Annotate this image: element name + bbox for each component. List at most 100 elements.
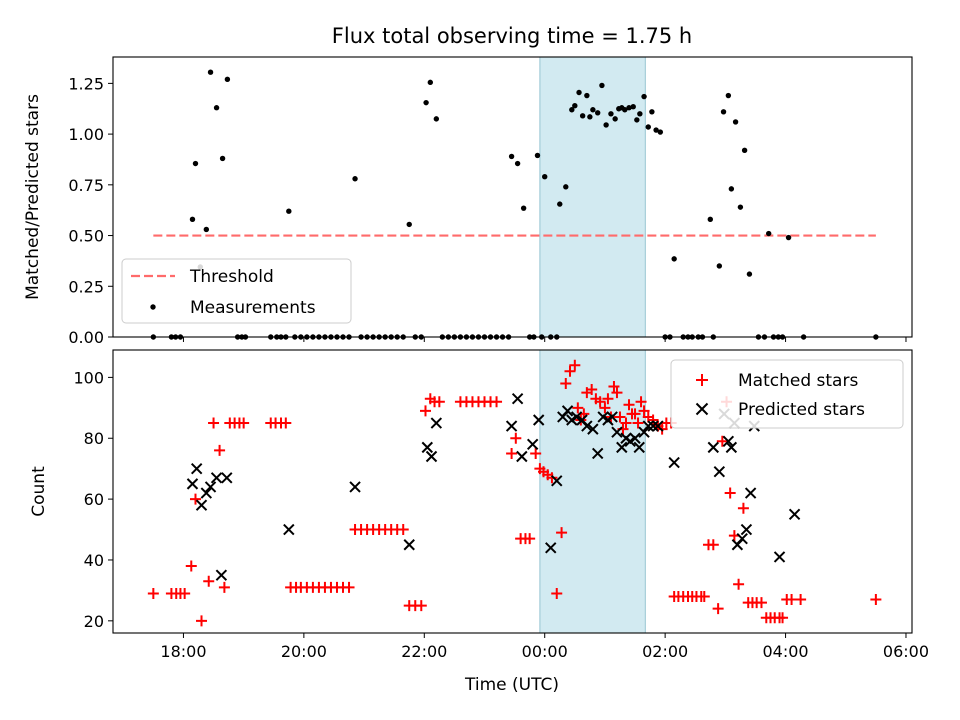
data-point — [603, 122, 609, 128]
data-point — [698, 590, 710, 602]
data-point — [647, 414, 659, 426]
data-point — [349, 481, 361, 493]
data-point — [652, 420, 664, 432]
data-point — [657, 129, 664, 135]
data-point — [524, 533, 536, 545]
data-point — [777, 612, 789, 624]
data-point — [397, 524, 409, 536]
data-point — [788, 508, 801, 521]
data-point — [773, 551, 786, 563]
data-point — [419, 405, 431, 417]
data-point — [343, 581, 355, 593]
data-point — [280, 417, 292, 429]
data-point — [286, 208, 292, 214]
data-point — [185, 560, 197, 572]
data-point — [218, 581, 230, 593]
y-tick-label: 1.00 — [68, 125, 104, 144]
data-point — [546, 472, 558, 484]
data-point — [213, 105, 220, 111]
data-point — [744, 487, 757, 499]
data-point — [671, 256, 677, 262]
data-point — [594, 396, 606, 408]
data-point — [608, 111, 614, 117]
data-point — [634, 117, 640, 123]
y-tick-label: 20 — [84, 612, 104, 631]
data-point — [728, 186, 735, 192]
legend-predicted-label: Predicted stars — [738, 400, 865, 420]
data-point — [283, 523, 295, 536]
data-point — [423, 99, 429, 106]
data-point — [746, 271, 753, 277]
data-point — [189, 216, 196, 223]
data-point — [532, 414, 545, 426]
data-point — [653, 127, 659, 133]
data-point — [736, 532, 748, 545]
data-point — [629, 432, 641, 444]
legend-predicted-swatch — [695, 402, 709, 416]
data-point — [403, 539, 415, 551]
data-point — [203, 226, 210, 233]
data-point — [505, 420, 518, 432]
data-point — [545, 542, 557, 554]
data-point — [514, 160, 521, 167]
y-tick-label: 0.25 — [68, 277, 104, 296]
data-point — [599, 402, 611, 414]
data-point — [591, 447, 604, 460]
series-predicted-stars — [186, 392, 801, 581]
legend-measurements-swatch — [150, 304, 156, 310]
data-point — [551, 587, 563, 599]
data-point — [647, 420, 659, 432]
data-point — [238, 417, 250, 429]
data-point — [641, 93, 647, 100]
data-point — [491, 396, 503, 408]
data-point — [179, 587, 191, 599]
data-point — [186, 478, 199, 490]
data-point — [765, 230, 772, 237]
data-point — [599, 82, 605, 89]
data-point — [623, 399, 635, 411]
data-point — [614, 411, 626, 423]
data-point — [208, 417, 220, 429]
y-tick-label: 40 — [84, 551, 104, 570]
data-point — [147, 587, 159, 599]
shaded-span — [539, 56, 646, 338]
y-tick-label: 80 — [84, 429, 104, 448]
data-point — [189, 493, 201, 505]
data-point — [203, 575, 215, 587]
data-point — [737, 502, 749, 514]
data-point — [590, 107, 596, 113]
data-point — [612, 116, 618, 122]
data-point — [556, 527, 568, 539]
data-point — [508, 153, 515, 160]
data-point — [587, 423, 599, 435]
data-point — [720, 109, 727, 115]
data-point — [421, 441, 434, 454]
data-point — [569, 359, 581, 371]
data-point — [649, 109, 655, 115]
data-point — [214, 444, 226, 456]
data-point — [530, 447, 542, 459]
data-point — [192, 160, 199, 167]
x-tick-label: 02:00 — [642, 642, 688, 661]
x-tick-label: 20:00 — [281, 642, 327, 661]
data-point — [716, 263, 723, 269]
data-point — [668, 456, 680, 469]
data-point — [210, 472, 223, 484]
data-point — [579, 113, 586, 119]
data-point — [584, 92, 590, 99]
data-point — [629, 408, 641, 420]
data-point — [433, 116, 440, 122]
data-point — [611, 387, 623, 399]
y-tick-label: 0.75 — [68, 176, 104, 195]
data-point — [795, 594, 807, 606]
data-point — [516, 450, 528, 463]
data-point — [204, 481, 217, 493]
data-point — [576, 89, 582, 96]
data-point — [785, 234, 792, 241]
data-point — [635, 396, 647, 408]
data-point — [594, 110, 601, 116]
data-point — [557, 201, 563, 207]
data-point — [630, 104, 636, 110]
legend-box — [670, 359, 904, 429]
